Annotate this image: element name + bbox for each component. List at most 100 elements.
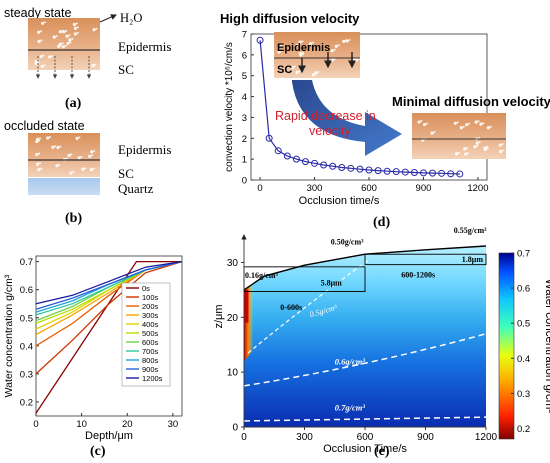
x-tick-label-c: 30 (168, 419, 179, 430)
water-dot (295, 43, 299, 47)
annotation-0-600s: 0-600s (280, 303, 302, 312)
colorbar-label: Water concentration g/cm³ (543, 279, 550, 414)
water-dot (73, 26, 77, 30)
x-tick-label-c: 20 (122, 419, 133, 430)
water-dot (465, 123, 469, 127)
water-dot (46, 136, 50, 140)
legend-label-600s: 600s (142, 338, 159, 347)
water-dot (311, 73, 315, 77)
contour-05 (247, 259, 370, 354)
water-dot (483, 146, 487, 150)
y-axis-label-d: convection velocity *10⁶/cm/s (224, 42, 235, 172)
water-dot (342, 39, 346, 43)
water-dot (337, 44, 340, 47)
water-dot (95, 27, 98, 30)
velocity-point (438, 169, 446, 177)
velocity-point (392, 168, 400, 176)
epidermis-label-a: Epidermis (118, 39, 171, 54)
velocity-point (283, 152, 291, 160)
velocity-point (419, 169, 427, 177)
water-dot (474, 120, 478, 124)
water-dot (468, 122, 471, 125)
water-dot (56, 145, 60, 150)
water-dot (301, 40, 304, 43)
y-tick-label-c: 0.5 (20, 313, 33, 324)
water-dot (55, 35, 58, 38)
arrow-text-2: velocity (309, 124, 351, 138)
velocity-point (292, 155, 300, 163)
y-tick-label-c: 0.7 (20, 257, 33, 268)
water-dot (417, 120, 421, 124)
water-dot (482, 122, 485, 125)
water-dot (298, 51, 302, 56)
water-dot (48, 55, 52, 59)
water-dot (430, 131, 434, 135)
water-dot (58, 30, 63, 34)
water-dot (295, 70, 299, 74)
water-dot (277, 50, 281, 54)
velocity-point (383, 167, 391, 175)
panel-a: steady state H₂O Epidermis SC (a) (4, 6, 171, 111)
velocity-point (356, 165, 364, 173)
y-tick-label-c: 0.3 (20, 369, 33, 380)
water-dot (293, 65, 296, 68)
water-dot (40, 30, 43, 33)
velocity-point (456, 170, 464, 178)
sc-label-a: SC (118, 62, 134, 77)
quartz-layer (28, 178, 100, 195)
water-dot (36, 162, 40, 166)
panel-a-title: steady state (4, 6, 71, 20)
x-tick-label-e: 900 (417, 432, 434, 443)
annotation-016: 0.16g/cm³ (245, 271, 278, 280)
water-dot (39, 137, 42, 140)
contour-06 (243, 333, 487, 387)
water-dot (314, 72, 317, 75)
downward-flux-arrows (35, 56, 92, 79)
water-dot (334, 44, 338, 48)
water-dot (70, 153, 73, 156)
panel-d-label: (d) (373, 215, 390, 230)
y-tick-label-e: 20 (227, 313, 239, 324)
water-dot (59, 145, 62, 148)
water-dot (66, 41, 70, 46)
colorbar-tick-label: 0.7 (517, 249, 530, 260)
legend-label-1200s: 1200s (142, 374, 163, 383)
y-tick-label-e: 0 (232, 423, 238, 434)
y-tick-label-d: 5 (242, 71, 247, 82)
velocity-point (329, 162, 337, 170)
water-dot (81, 167, 85, 171)
water-dot (43, 64, 46, 67)
water-dot (92, 28, 96, 32)
water-dot (88, 154, 92, 158)
y-tick-label-d: 7 (242, 30, 247, 41)
water-dot (476, 144, 479, 147)
water-dot (489, 125, 492, 128)
water-dot (72, 22, 76, 27)
colorbar-tick-label: 0.6 (517, 284, 530, 295)
water-dot (420, 120, 423, 123)
water-dot (94, 63, 97, 66)
water-dot (55, 164, 59, 168)
water-dot (473, 145, 477, 149)
water-dot (68, 38, 72, 42)
legend-label-500s: 500s (142, 329, 159, 338)
velocity-point (447, 170, 455, 178)
x-tick-label-d: 1200 (467, 183, 488, 194)
x-tick-label-e: 0 (241, 432, 247, 443)
water-dot (75, 136, 79, 140)
water-dot (35, 152, 39, 157)
water-dot (49, 135, 52, 138)
water-dot (58, 163, 61, 166)
y-tick-label-d: 1 (242, 155, 247, 166)
water-dot (358, 58, 361, 61)
water-dot (51, 54, 54, 57)
velocity-point (365, 166, 373, 174)
epidermis-label-b: Epidermis (118, 142, 171, 157)
water-dot (498, 143, 502, 147)
annotation-58um: 5.8μm (321, 278, 343, 287)
water-dot (91, 64, 95, 68)
water-dot (477, 120, 480, 123)
y-tick-label-c: 0.2 (20, 397, 33, 408)
water-dot (37, 30, 41, 34)
